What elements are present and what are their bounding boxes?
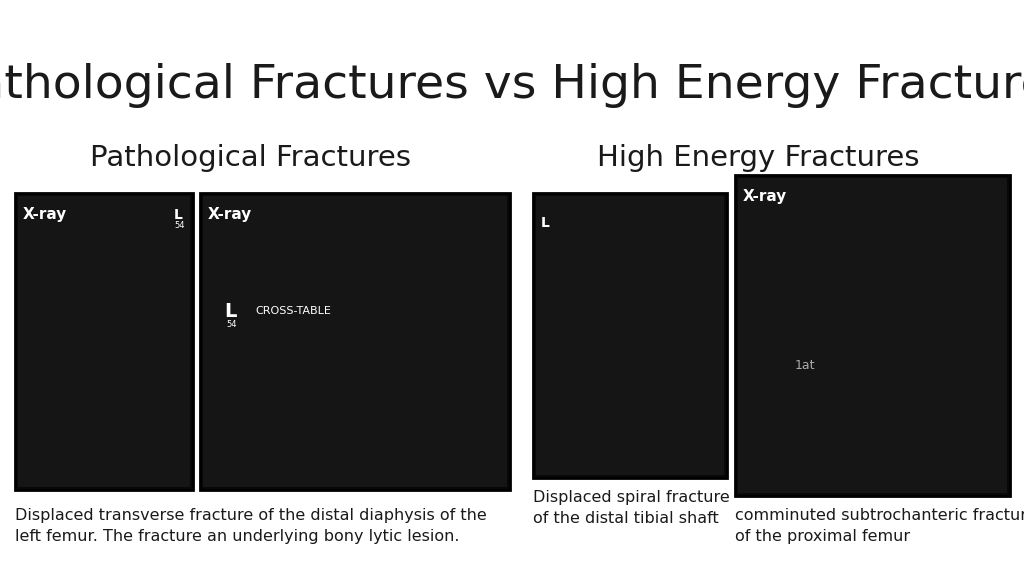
Bar	[735, 175, 1010, 496]
Bar	[536, 196, 724, 475]
Text: X-ray: X-ray	[23, 207, 68, 222]
Text: 54: 54	[175, 222, 185, 230]
Bar	[534, 193, 727, 478]
Text: 54: 54	[226, 320, 238, 329]
Bar	[203, 196, 507, 487]
Text: L: L	[541, 216, 550, 230]
Text: X-ray: X-ray	[743, 190, 787, 204]
Bar	[200, 193, 510, 490]
Text: Pathological Fractures: Pathological Fractures	[90, 144, 412, 172]
Bar	[18, 196, 190, 487]
Text: L: L	[173, 208, 182, 222]
Text: X-ray: X-ray	[208, 207, 252, 222]
Text: High Energy Fractures: High Energy Fractures	[597, 144, 919, 172]
Text: Displaced transverse fracture of the distal diaphysis of the
left femur. The fra: Displaced transverse fracture of the dis…	[15, 508, 486, 544]
Text: L: L	[224, 302, 237, 321]
Text: comminuted subtrochanteric fracture
of the proximal femur: comminuted subtrochanteric fracture of t…	[735, 508, 1024, 544]
Bar	[738, 178, 1007, 493]
Text: Displaced spiral fracture
of the distal tibial shaft: Displaced spiral fracture of the distal …	[534, 490, 730, 526]
Text: CROSS-TABLE: CROSS-TABLE	[255, 306, 331, 316]
Bar	[15, 193, 193, 490]
Text: 1at: 1at	[795, 359, 815, 372]
Text: Pathological Fractures vs High Energy Fractures: Pathological Fractures vs High Energy Fr…	[0, 63, 1024, 108]
